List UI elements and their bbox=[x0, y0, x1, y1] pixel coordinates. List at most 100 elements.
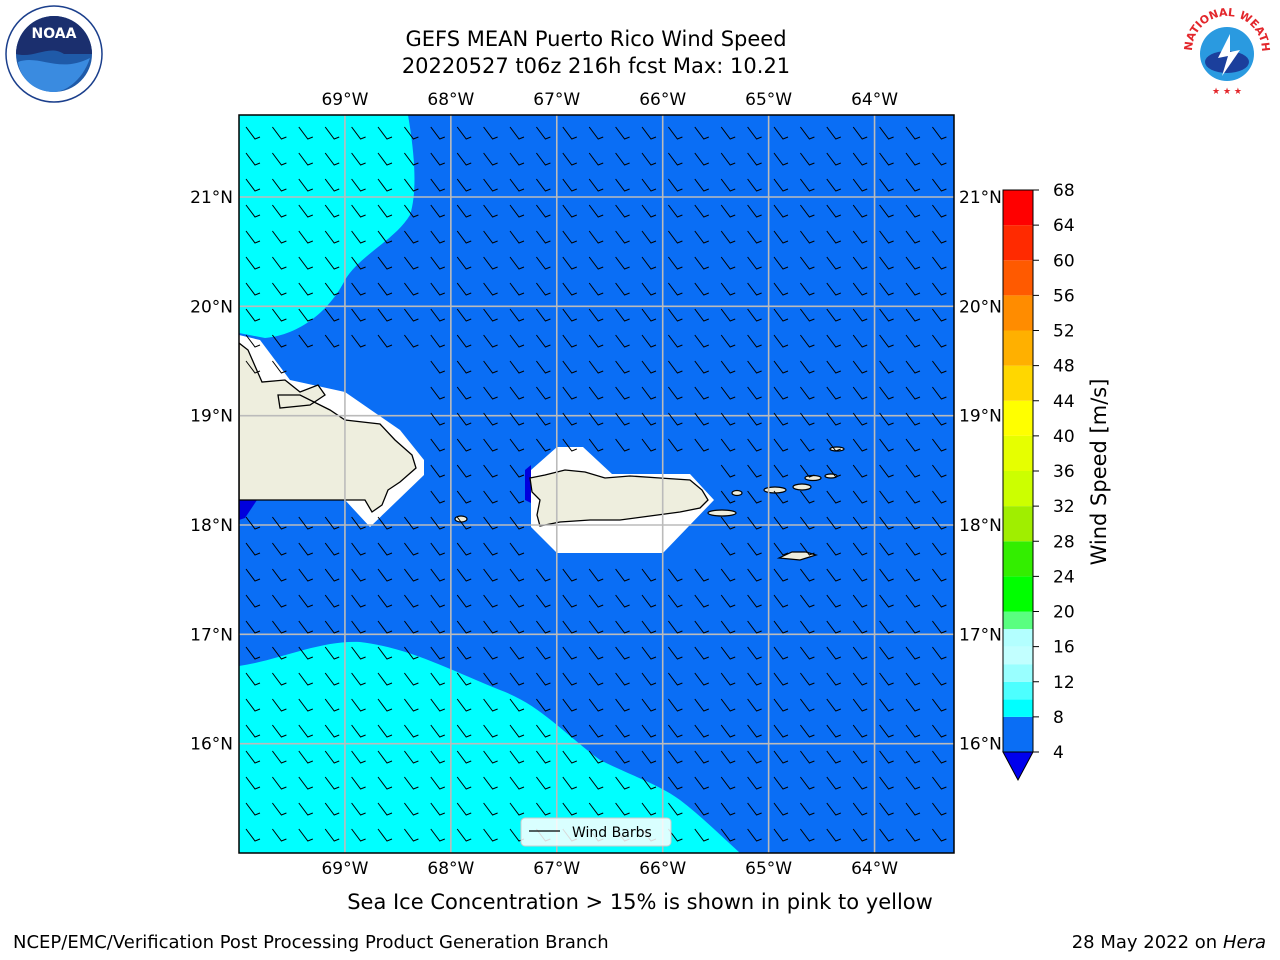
wind-barb bbox=[404, 724, 419, 738]
wind-barb bbox=[456, 776, 472, 790]
wind-barb bbox=[694, 152, 709, 166]
wind-barb bbox=[668, 620, 683, 634]
wind-barb bbox=[430, 646, 445, 660]
wind-barb bbox=[562, 620, 577, 634]
wind-barb bbox=[879, 308, 894, 322]
wind-barb bbox=[852, 802, 868, 816]
wind-barb bbox=[351, 568, 366, 582]
wind-barb bbox=[747, 282, 762, 296]
wind-barb bbox=[800, 438, 815, 452]
wind-barb bbox=[879, 542, 894, 556]
wind-barb bbox=[351, 672, 366, 686]
wind-barb bbox=[272, 516, 287, 530]
wind-barb bbox=[932, 230, 947, 244]
wind-barb bbox=[404, 828, 419, 842]
wind-barb bbox=[641, 802, 657, 816]
wind-barb bbox=[720, 698, 736, 712]
wind-barb bbox=[298, 256, 313, 270]
wind-barb bbox=[932, 464, 947, 478]
wind-barb bbox=[694, 620, 709, 634]
wind-barb bbox=[615, 412, 630, 426]
wind-barb bbox=[932, 334, 947, 348]
wind-barb bbox=[245, 698, 261, 712]
wind-barb bbox=[694, 802, 709, 816]
wind-barb bbox=[456, 386, 472, 400]
lon-label: 65°W bbox=[745, 90, 792, 110]
wind-barb bbox=[720, 152, 736, 166]
lat-label: 20°N bbox=[959, 297, 1002, 317]
wind-barb bbox=[272, 776, 287, 790]
wind-barb bbox=[668, 256, 683, 270]
wind-barb bbox=[800, 750, 815, 764]
wind-barb bbox=[668, 646, 683, 660]
wind-barb bbox=[826, 776, 841, 790]
wind-barb bbox=[773, 152, 789, 166]
wind-barb bbox=[773, 568, 789, 582]
wind-barb bbox=[562, 724, 577, 738]
wind-barb bbox=[800, 828, 815, 842]
lat-label: 21°N bbox=[190, 188, 233, 208]
wind-barb bbox=[773, 334, 789, 348]
colorbar-tick-label: 12 bbox=[1053, 673, 1075, 693]
lon-label: 64°W bbox=[851, 90, 898, 110]
wind-barb bbox=[562, 126, 577, 140]
wind-barb bbox=[615, 750, 630, 764]
wind-barb bbox=[324, 516, 340, 530]
colorbar-segment bbox=[1003, 681, 1033, 700]
wind-barb bbox=[747, 802, 762, 816]
wind-barb bbox=[483, 282, 498, 296]
wind-barb bbox=[747, 334, 762, 348]
wind-barb bbox=[588, 802, 604, 816]
wind-barb bbox=[298, 204, 313, 218]
wind-barb bbox=[720, 828, 736, 842]
colorbar-label: Wind Speed [m/s] bbox=[1087, 379, 1111, 566]
wind-barb bbox=[641, 750, 657, 764]
wind-barb bbox=[694, 724, 709, 738]
wind-barb bbox=[720, 646, 736, 660]
wind-barb bbox=[272, 542, 287, 556]
lon-label: 68°W bbox=[427, 90, 474, 110]
low-speed-patch bbox=[239, 500, 257, 520]
wind-barb bbox=[324, 282, 340, 296]
wind-barb bbox=[747, 568, 762, 582]
wind-barb bbox=[668, 386, 683, 400]
wind-barb bbox=[324, 152, 340, 166]
wind-barb bbox=[747, 412, 762, 426]
wind-barb bbox=[826, 360, 841, 374]
wind-barb bbox=[404, 308, 419, 322]
wind-barb bbox=[562, 802, 577, 816]
wind-barb bbox=[694, 386, 709, 400]
wind-barb bbox=[562, 204, 577, 218]
wind-barb bbox=[324, 308, 340, 322]
wind-barb bbox=[747, 126, 762, 140]
wind-barb bbox=[377, 776, 393, 790]
wind-barb bbox=[615, 308, 630, 322]
wind-barb bbox=[536, 646, 551, 660]
wind-barb bbox=[773, 178, 789, 192]
wind-barb bbox=[404, 126, 419, 140]
wind-barb bbox=[720, 542, 736, 556]
wind-barb bbox=[483, 438, 498, 452]
wind-barb bbox=[668, 178, 683, 192]
wind-barb bbox=[694, 438, 709, 452]
wind-barb bbox=[298, 802, 313, 816]
wind-barb bbox=[298, 776, 313, 790]
wind-barb bbox=[905, 204, 921, 218]
wind-barb bbox=[245, 126, 261, 140]
wind-barb bbox=[641, 230, 657, 244]
wind-barb bbox=[641, 438, 657, 452]
colorbar-tick-label: 56 bbox=[1053, 286, 1075, 306]
wind-barb bbox=[800, 282, 815, 296]
wind-barb bbox=[826, 724, 841, 738]
wind-barb bbox=[773, 542, 789, 556]
wind-barb bbox=[773, 698, 789, 712]
wind-barb bbox=[272, 672, 287, 686]
colorbar-segment bbox=[1003, 611, 1033, 630]
wind-barb bbox=[879, 464, 894, 478]
wind-barb bbox=[404, 152, 419, 166]
wind-barb bbox=[456, 334, 472, 348]
colorbar-tick-label: 36 bbox=[1053, 462, 1075, 482]
lat-label: 18°N bbox=[190, 516, 233, 536]
wind-barb bbox=[245, 152, 261, 166]
wind-barb bbox=[536, 750, 551, 764]
